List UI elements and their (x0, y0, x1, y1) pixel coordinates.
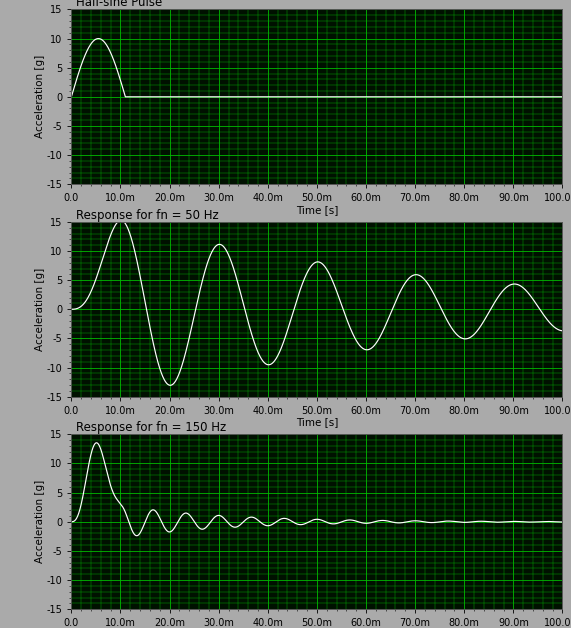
Y-axis label: Acceleration [g]: Acceleration [g] (35, 480, 45, 563)
X-axis label: Time [s]: Time [s] (296, 417, 338, 427)
Text: Response for fn = 150 Hz: Response for fn = 150 Hz (77, 421, 227, 435)
X-axis label: Time [s]: Time [s] (296, 205, 338, 215)
Text: Response for fn = 50 Hz: Response for fn = 50 Hz (77, 209, 219, 222)
Y-axis label: Acceleration [g]: Acceleration [g] (35, 268, 45, 351)
Y-axis label: Acceleration [g]: Acceleration [g] (35, 55, 45, 138)
Text: Half-sine Pulse: Half-sine Pulse (77, 0, 163, 9)
